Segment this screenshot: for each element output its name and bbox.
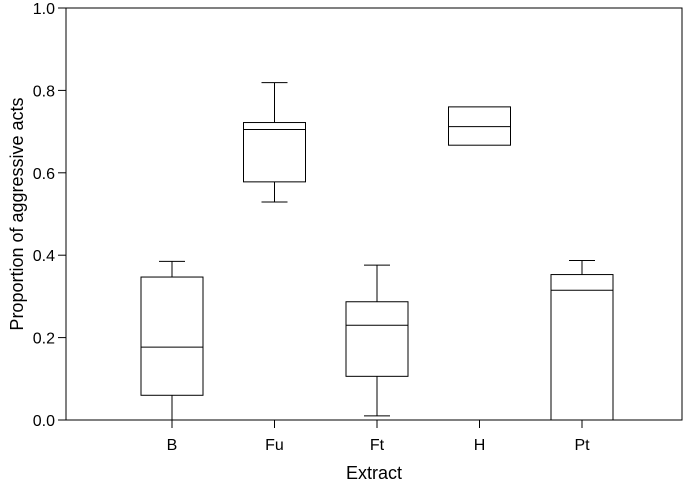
box-ft <box>345 264 409 417</box>
y-tick-label: 1.0 <box>33 1 55 18</box>
x-tick-label: H <box>474 437 486 454</box>
y-tick-label: 0.6 <box>33 166 55 183</box>
y-tick-label: 0.2 <box>33 331 55 348</box>
plot-frame <box>65 7 683 421</box>
y-tick-label: 0.0 <box>33 413 55 430</box>
interquartile-box <box>140 276 204 396</box>
box-pt <box>550 260 614 421</box>
y-tick-label: 0.8 <box>33 83 55 100</box>
interquartile-box <box>550 274 614 421</box>
interquartile-box <box>448 106 511 146</box>
boxes <box>140 82 614 421</box>
x-tick-label: Pt <box>574 437 590 454</box>
box-b <box>140 260 204 420</box>
x-tick-label: B <box>167 437 178 454</box>
y-tick-label: 0.4 <box>33 248 55 265</box>
y-axis-title: Proportion of aggressive acts <box>7 97 27 330</box>
box-fu <box>243 82 306 203</box>
interquartile-box <box>243 122 306 183</box>
x-axis-title: Extract <box>346 463 402 483</box>
x-axis: B Fu Ft H Pt <box>167 420 590 454</box>
y-axis: 0.0 0.2 0.4 0.6 0.8 1.0 <box>33 1 66 430</box>
box-h <box>448 106 511 146</box>
interquartile-box <box>345 301 409 377</box>
x-tick-label: Fu <box>265 437 284 454</box>
x-tick-label: Ft <box>370 437 385 454</box>
